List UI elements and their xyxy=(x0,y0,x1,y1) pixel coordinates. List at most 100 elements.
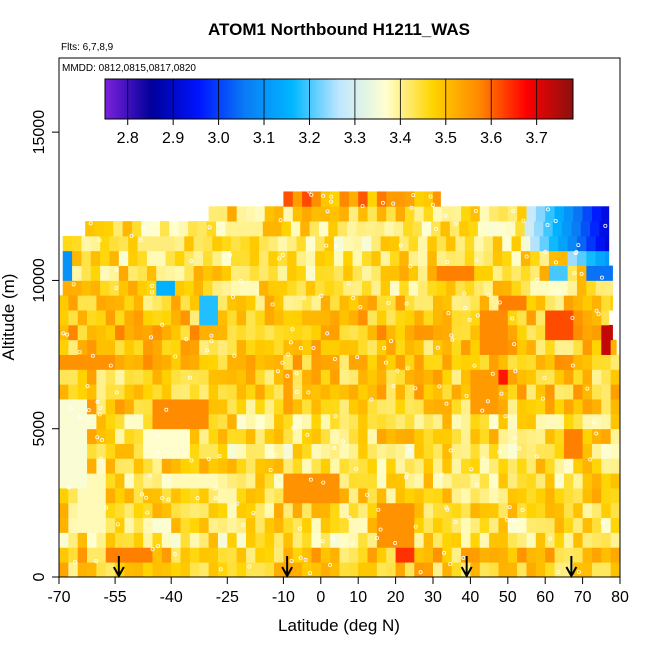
heatmap-cell xyxy=(582,206,593,222)
heatmap-cell xyxy=(470,384,481,400)
observation-point xyxy=(195,496,200,501)
heatmap-cell xyxy=(545,562,555,578)
heatmap-cell xyxy=(246,443,256,459)
observation-point xyxy=(65,332,70,337)
heatmap-cell xyxy=(255,206,266,222)
observation-point xyxy=(444,505,449,510)
heatmap-cell xyxy=(376,399,387,415)
heatmap-cell xyxy=(255,443,266,459)
heatmap-cell xyxy=(517,206,527,222)
heatmap-cell xyxy=(128,280,138,296)
heatmap-cell xyxy=(330,473,340,489)
heatmap-cell xyxy=(470,547,481,563)
heatmap-cell xyxy=(152,547,163,563)
heatmap-cell xyxy=(461,295,471,311)
heatmap-cell xyxy=(412,221,423,237)
observation-point xyxy=(270,302,275,307)
heatmap-cell xyxy=(77,488,88,504)
heatmap-cell xyxy=(292,339,303,355)
heatmap-cell xyxy=(576,235,587,252)
heatmap-cell xyxy=(283,517,294,533)
heatmap-cell xyxy=(189,354,200,370)
heatmap-cell xyxy=(423,488,434,504)
heatmap-cell xyxy=(554,339,565,355)
observation-point xyxy=(434,227,439,232)
heatmap-cell xyxy=(255,384,266,400)
heatmap-cell xyxy=(483,235,494,252)
heatmap-cell xyxy=(292,458,303,474)
heatmap-cell xyxy=(446,280,456,296)
heatmap-cell xyxy=(582,443,593,459)
heatmap-cell xyxy=(274,428,284,444)
heatmap-cell xyxy=(431,221,441,237)
heatmap-cell xyxy=(283,458,294,474)
heatmap-cell xyxy=(591,428,602,444)
heatmap-cell xyxy=(348,369,359,385)
heatmap-cell xyxy=(563,473,574,489)
heatmap-cell xyxy=(152,443,163,459)
heatmap-cell xyxy=(404,547,415,563)
heatmap-cell xyxy=(582,517,593,533)
heatmap-cell xyxy=(386,206,396,222)
heatmap-cell xyxy=(339,562,350,578)
heatmap-cell xyxy=(591,369,602,385)
heatmap-cell xyxy=(567,235,578,252)
observation-point xyxy=(307,189,312,194)
observation-point xyxy=(138,238,143,243)
heatmap-cell xyxy=(535,324,546,341)
heatmap-cell xyxy=(414,413,425,430)
heatmap-cell xyxy=(399,280,410,296)
heatmap-cell xyxy=(180,324,191,341)
heatmap-cell xyxy=(180,354,191,370)
heatmap-cell xyxy=(451,354,462,370)
heatmap-cell xyxy=(59,473,69,489)
heatmap-cell xyxy=(302,369,312,385)
heatmap-cell xyxy=(386,562,396,578)
heatmap-cell xyxy=(339,191,350,207)
observation-point xyxy=(206,456,211,461)
heatmap-cell xyxy=(545,339,555,355)
heatmap-cell xyxy=(389,250,400,266)
heatmap-cell xyxy=(414,191,425,207)
heatmap-cell xyxy=(133,384,144,400)
heatmap-cell xyxy=(423,295,434,311)
observation-point xyxy=(319,293,324,298)
heatmap-cell xyxy=(212,250,223,266)
heatmap-cell xyxy=(96,428,107,444)
heatmap-cell xyxy=(277,235,288,252)
observation-point xyxy=(517,446,522,451)
heatmap-cell xyxy=(236,488,247,504)
heatmap-cell xyxy=(526,428,537,444)
heatmap-cell xyxy=(59,324,69,341)
observation-point xyxy=(308,477,313,482)
heatmap-cell xyxy=(311,502,322,519)
heatmap-cell xyxy=(348,502,359,519)
heatmap-cell xyxy=(442,295,453,311)
observation-point xyxy=(147,473,152,478)
heatmap-cell xyxy=(59,339,69,355)
heatmap-cell xyxy=(133,562,144,578)
heatmap-cell xyxy=(573,413,583,430)
heatmap-cell xyxy=(399,265,410,281)
heatmap-cell xyxy=(68,517,79,533)
observation-point xyxy=(375,536,380,541)
heatmap-cell xyxy=(236,428,247,444)
heatmap-cell xyxy=(161,310,172,326)
observation-point xyxy=(97,238,102,243)
heatmap-cell xyxy=(545,413,555,430)
observation-point xyxy=(333,414,338,419)
heatmap-cell xyxy=(563,295,574,311)
heatmap-cell xyxy=(333,265,344,281)
heatmap-cell xyxy=(573,532,583,548)
observation-point xyxy=(341,439,346,444)
heatmap-cell xyxy=(339,517,350,533)
heatmap-cell xyxy=(152,310,163,326)
heatmap-cell xyxy=(404,443,415,459)
heatmap-cell xyxy=(533,221,544,237)
heatmap-cell xyxy=(133,547,144,563)
observation-point xyxy=(187,375,192,380)
heatmap-cell xyxy=(68,473,79,489)
observation-point xyxy=(325,331,330,336)
heatmap-cell xyxy=(227,428,238,444)
heatmap-cell xyxy=(274,413,284,430)
